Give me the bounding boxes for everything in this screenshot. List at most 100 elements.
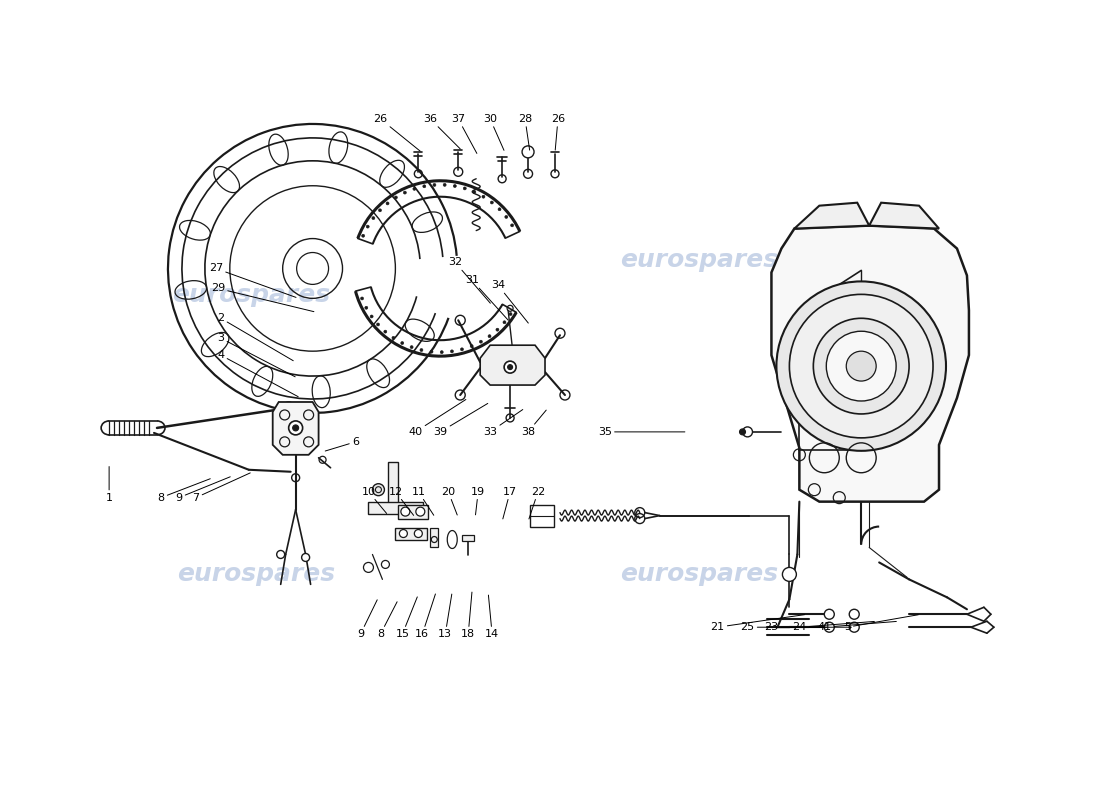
Circle shape — [453, 185, 456, 187]
Polygon shape — [869, 202, 939, 229]
Text: 31: 31 — [465, 275, 508, 320]
Text: 3: 3 — [218, 334, 295, 377]
Text: 7: 7 — [192, 473, 250, 502]
Text: 23: 23 — [764, 622, 851, 632]
Circle shape — [415, 530, 422, 538]
Circle shape — [742, 427, 752, 437]
Text: eurospares: eurospares — [620, 562, 779, 586]
Circle shape — [849, 622, 859, 632]
Bar — [430, 527, 438, 547]
Text: eurospares: eurospares — [172, 283, 330, 307]
Circle shape — [370, 315, 373, 318]
Text: 27: 27 — [209, 263, 296, 298]
Text: 41: 41 — [817, 622, 896, 632]
Bar — [388, 462, 398, 506]
Circle shape — [509, 313, 512, 315]
Circle shape — [433, 183, 436, 186]
Circle shape — [384, 330, 387, 333]
Text: 26: 26 — [551, 114, 565, 150]
Circle shape — [473, 190, 476, 194]
Bar — [395, 527, 427, 539]
Circle shape — [372, 217, 375, 219]
Circle shape — [376, 323, 380, 326]
Circle shape — [410, 346, 414, 349]
Circle shape — [400, 507, 410, 516]
Polygon shape — [771, 226, 969, 502]
Circle shape — [373, 484, 384, 496]
Text: 12: 12 — [388, 486, 414, 515]
Circle shape — [443, 183, 447, 186]
Text: 18: 18 — [461, 592, 475, 639]
Circle shape — [422, 185, 426, 188]
Circle shape — [420, 349, 422, 351]
Circle shape — [404, 191, 406, 194]
Circle shape — [739, 429, 746, 435]
Circle shape — [440, 350, 443, 354]
Text: 33: 33 — [483, 410, 522, 437]
Text: 39: 39 — [433, 403, 487, 437]
Bar — [462, 534, 474, 541]
Text: 34: 34 — [491, 280, 528, 323]
Circle shape — [813, 318, 909, 414]
Text: 16: 16 — [416, 594, 436, 639]
Circle shape — [782, 567, 796, 582]
Circle shape — [430, 350, 433, 354]
Circle shape — [362, 234, 364, 238]
Text: 28: 28 — [518, 114, 532, 150]
Circle shape — [277, 550, 285, 558]
Circle shape — [777, 282, 946, 451]
Text: 20: 20 — [441, 486, 458, 515]
Bar — [368, 502, 424, 514]
Text: 24: 24 — [792, 622, 875, 632]
Text: 6: 6 — [326, 437, 359, 451]
Circle shape — [488, 334, 491, 338]
Text: 8: 8 — [157, 478, 210, 502]
Circle shape — [849, 610, 859, 619]
Text: 15: 15 — [395, 597, 417, 639]
Circle shape — [286, 406, 292, 410]
Circle shape — [846, 351, 877, 381]
Circle shape — [522, 146, 534, 158]
Text: 14: 14 — [485, 595, 499, 639]
Text: 37: 37 — [451, 114, 477, 154]
Bar — [398, 505, 428, 518]
Text: 21: 21 — [711, 614, 804, 632]
Circle shape — [496, 328, 499, 331]
Circle shape — [365, 306, 367, 310]
Text: 22: 22 — [529, 486, 546, 519]
Circle shape — [416, 507, 425, 516]
Circle shape — [504, 361, 516, 373]
Circle shape — [790, 294, 933, 438]
Circle shape — [505, 215, 508, 218]
Polygon shape — [794, 202, 869, 229]
Circle shape — [399, 530, 407, 538]
Polygon shape — [481, 345, 544, 385]
Text: 4: 4 — [218, 350, 298, 397]
Text: 1: 1 — [106, 466, 112, 502]
Text: 9: 9 — [356, 600, 377, 639]
Text: 40: 40 — [408, 399, 466, 437]
Circle shape — [301, 554, 309, 562]
Text: 13: 13 — [438, 594, 452, 639]
Text: 26: 26 — [373, 114, 420, 151]
Circle shape — [283, 402, 295, 414]
Circle shape — [450, 350, 453, 353]
Bar — [530, 505, 554, 526]
Circle shape — [395, 196, 397, 199]
Text: 36: 36 — [424, 114, 460, 149]
Circle shape — [510, 224, 514, 227]
Circle shape — [824, 622, 834, 632]
Text: eurospares: eurospares — [620, 249, 779, 273]
Circle shape — [470, 345, 473, 347]
Circle shape — [400, 342, 404, 345]
Circle shape — [503, 321, 506, 324]
Text: 19: 19 — [471, 486, 485, 515]
Circle shape — [480, 340, 483, 343]
Text: 2: 2 — [218, 314, 294, 361]
Circle shape — [378, 209, 382, 212]
Circle shape — [288, 421, 302, 435]
Text: 17: 17 — [503, 486, 517, 519]
Circle shape — [293, 425, 298, 431]
Circle shape — [412, 187, 416, 190]
Text: 11: 11 — [411, 486, 433, 515]
